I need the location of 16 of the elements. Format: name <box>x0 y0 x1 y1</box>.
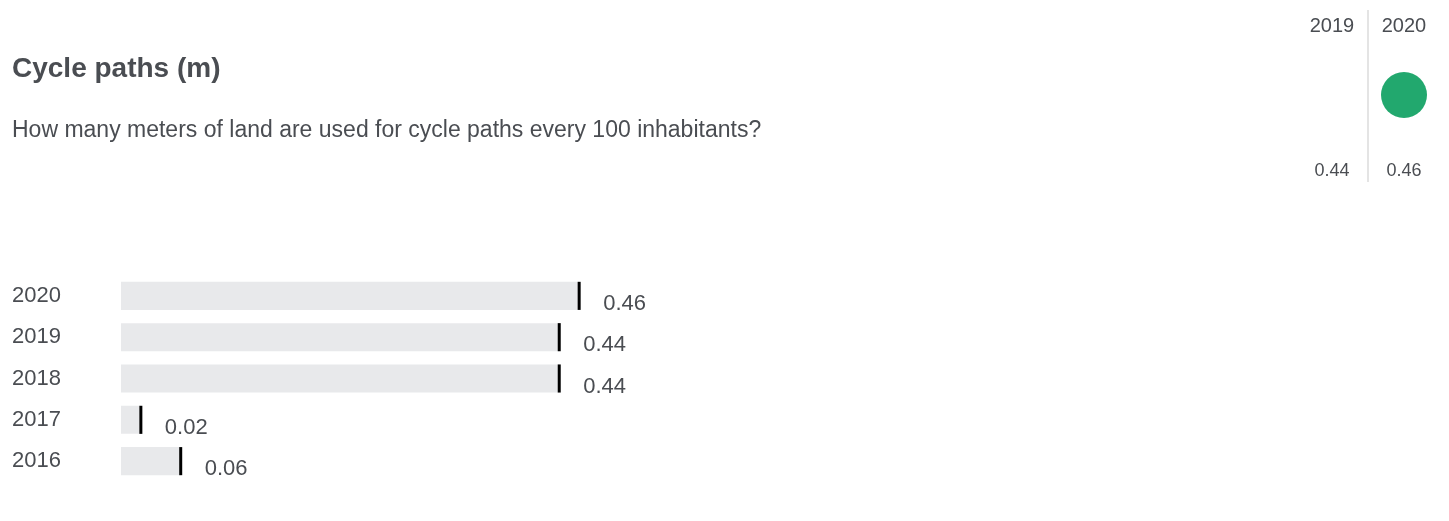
y-tick-label: 2017 <box>12 405 61 431</box>
y-tick-label: 2018 <box>12 364 61 390</box>
y-tick-label: 2019 <box>12 323 61 349</box>
data-label: 0.44 <box>583 331 627 357</box>
category-label: 2019 <box>1308 14 1356 37</box>
data-label: 0.44 <box>583 372 627 398</box>
chart-subtitle: How many meters of land are used for cycle paths every 100 inhabitants? <box>12 116 762 143</box>
category-label: 2020 <box>1380 14 1428 37</box>
data-label: 0.46 <box>603 289 646 315</box>
data-label: 0.06 <box>204 455 248 481</box>
y-tick-label: 2016 <box>12 447 61 473</box>
chart-title: Cycle paths (m) <box>12 52 221 84</box>
data-label: 0.02 <box>164 413 208 439</box>
data-label: 0.44 <box>1313 160 1351 181</box>
data-label: 0.46 <box>1385 160 1423 181</box>
y-tick-label: 2020 <box>12 281 61 307</box>
